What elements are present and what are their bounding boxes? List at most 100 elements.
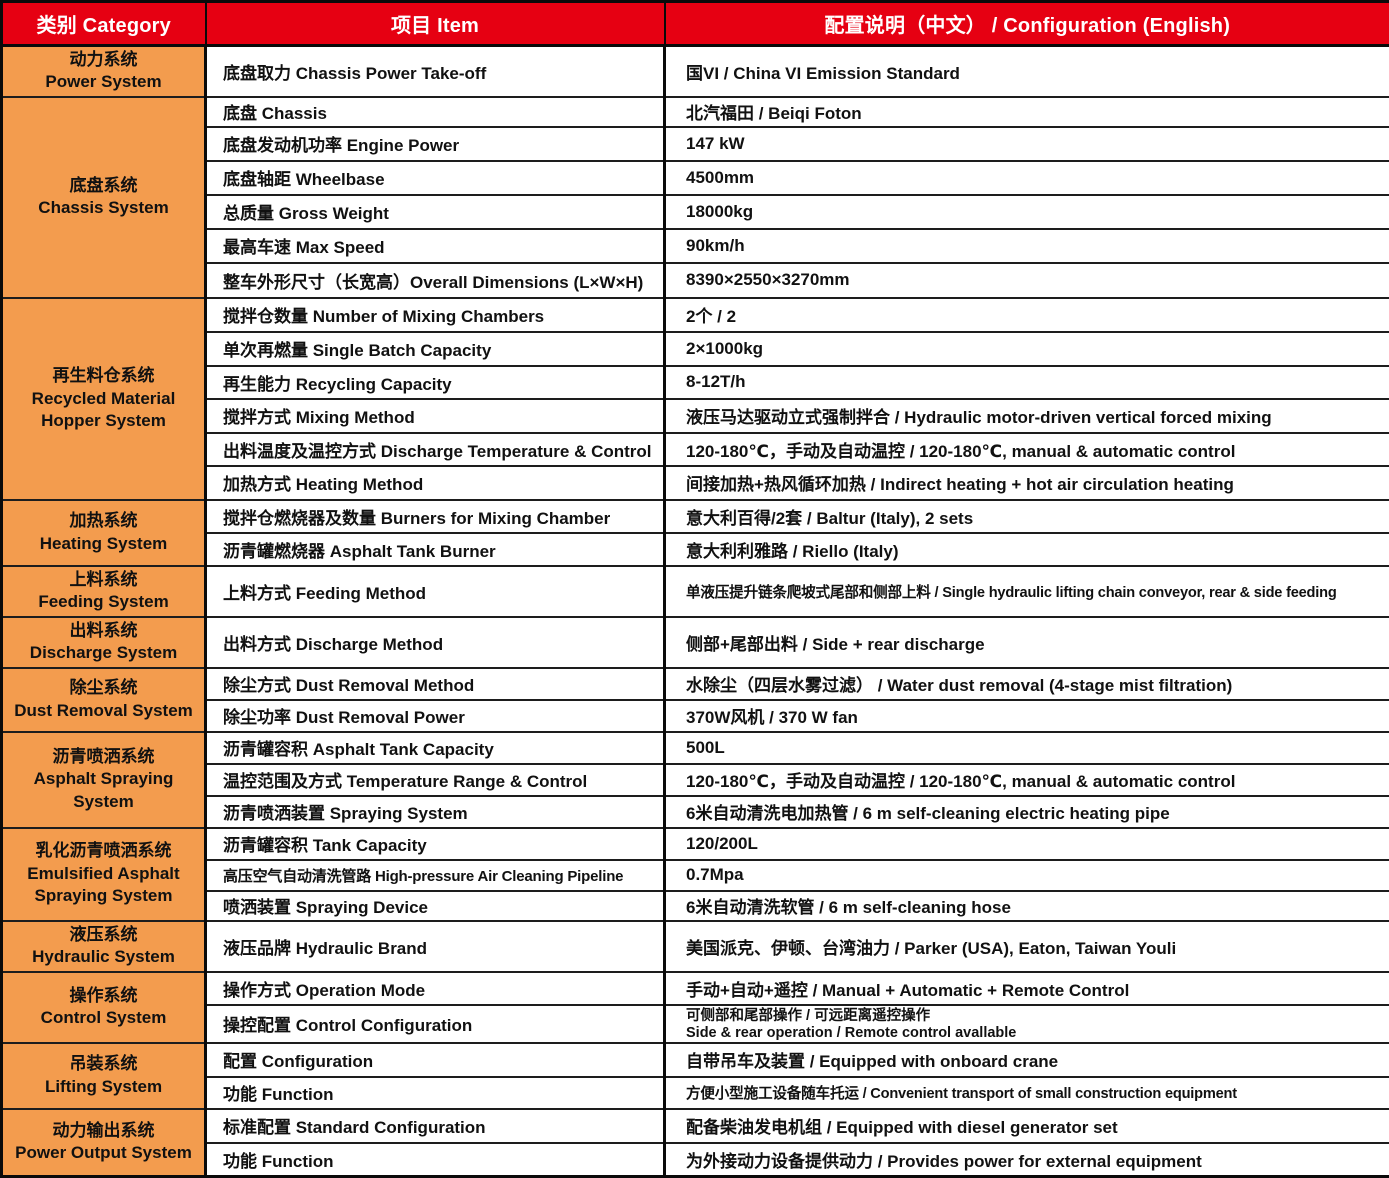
category-label-en: Discharge System — [7, 642, 200, 664]
config-cell: 侧部+尾部出料 / Side + rear discharge — [665, 617, 1389, 668]
category-label-zh: 除尘系统 — [7, 677, 200, 699]
item-cell: 沥青罐容积 Tank Capacity — [206, 828, 665, 860]
header-row: 类别 Category 项目 Item 配置说明（中文） / Configura… — [2, 2, 1389, 46]
category-label-zh: 动力系统 — [7, 49, 200, 71]
config-cell: 方便小型施工设备随车托运 / Convenient transport of s… — [665, 1077, 1389, 1109]
category-cell-power-system: 动力系统 Power System — [2, 46, 206, 97]
item-cell: 再生能力 Recycling Capacity — [206, 366, 665, 399]
category-label-zh: 上料系统 — [7, 569, 200, 591]
table-row: 沥青喷洒系统 Asphalt Spraying System 沥青罐容积 Asp… — [2, 732, 1389, 764]
config-cell: 液压马达驱动立式强制拌合 / Hydraulic motor-driven ve… — [665, 399, 1389, 433]
table-row: 再生料仓系统 Recycled Material Hopper System 搅… — [2, 298, 1389, 332]
config-cell: 120-180℃，手动及自动温控 / 120-180℃, manual & au… — [665, 433, 1389, 466]
config-cell: 2×1000kg — [665, 332, 1389, 366]
table-row: 再生能力 Recycling Capacity 8-12T/h — [2, 366, 1389, 399]
header-config: 配置说明（中文） / Configuration (English) — [665, 2, 1389, 46]
item-cell: 除尘方式 Dust Removal Method — [206, 668, 665, 700]
category-label-en: Dust Removal System — [7, 700, 200, 722]
category-label-en: Hydraulic System — [7, 946, 200, 968]
config-cell: 为外接动力设备提供动力 / Provides power for externa… — [665, 1143, 1389, 1177]
item-cell: 加热方式 Heating Method — [206, 466, 665, 500]
category-cell-lifting-system: 吊装系统 Lifting System — [2, 1043, 206, 1109]
item-cell: 沥青罐燃烧器 Asphalt Tank Burner — [206, 533, 665, 566]
table-row: 沥青喷洒装置 Spraying System 6米自动清洗电加热管 / 6 m … — [2, 796, 1389, 828]
table-row: 除尘功率 Dust Removal Power 370W风机 / 370 W f… — [2, 700, 1389, 732]
table-row: 底盘发动机功率 Engine Power 147 kW — [2, 127, 1389, 161]
item-cell: 出料方式 Discharge Method — [206, 617, 665, 668]
category-label-en: Chassis System — [7, 197, 200, 219]
item-cell: 搅拌仓数量 Number of Mixing Chambers — [206, 298, 665, 332]
item-cell: 沥青喷洒装置 Spraying System — [206, 796, 665, 828]
item-cell: 温控范围及方式 Temperature Range & Control — [206, 764, 665, 796]
table-row: 加热系统 Heating System 搅拌仓燃烧器及数量 Burners fo… — [2, 500, 1389, 533]
config-cell: 意大利利雅路 / Riello (Italy) — [665, 533, 1389, 566]
table-row: 底盘轴距 Wheelbase 4500mm — [2, 161, 1389, 195]
category-label-zh: 吊装系统 — [7, 1053, 200, 1075]
table-row: 上料系统 Feeding System 上料方式 Feeding Method … — [2, 566, 1389, 617]
category-label-zh: 乳化沥青喷洒系统 — [7, 840, 200, 862]
table-row: 动力输出系统 Power Output System 标准配置 Standard… — [2, 1109, 1389, 1143]
table-row: 加热方式 Heating Method 间接加热+热风循环加热 / Indire… — [2, 466, 1389, 500]
config-cell: 间接加热+热风循环加热 / Indirect heating + hot air… — [665, 466, 1389, 500]
table-row: 单次再燃量 Single Batch Capacity 2×1000kg — [2, 332, 1389, 366]
item-cell: 出料温度及温控方式 Discharge Temperature & Contro… — [206, 433, 665, 466]
config-cell: 2个 / 2 — [665, 298, 1389, 332]
table-row: 动力系统 Power System 底盘取力 Chassis Power Tak… — [2, 46, 1389, 97]
header-category: 类别 Category — [2, 2, 206, 46]
category-label-zh: 液压系统 — [7, 924, 200, 946]
category-label-zh: 再生料仓系统 — [7, 365, 200, 387]
table-row: 功能 Function 方便小型施工设备随车托运 / Convenient tr… — [2, 1077, 1389, 1109]
item-cell: 底盘 Chassis — [206, 97, 665, 127]
item-cell: 底盘发动机功率 Engine Power — [206, 127, 665, 161]
config-cell: 147 kW — [665, 127, 1389, 161]
config-cell: 120-180℃，手动及自动温控 / 120-180℃, manual & au… — [665, 764, 1389, 796]
table-row: 乳化沥青喷洒系统 Emulsified Asphalt Spraying Sys… — [2, 828, 1389, 860]
config-cell: 6米自动清洗电加热管 / 6 m self-cleaning electric … — [665, 796, 1389, 828]
item-cell: 配置 Configuration — [206, 1043, 665, 1077]
category-label-en: Emulsified Asphalt Spraying System — [7, 863, 200, 908]
config-cell: 370W风机 / 370 W fan — [665, 700, 1389, 732]
category-label-en: Heating System — [7, 533, 200, 555]
category-cell-emulsified-asphalt-spraying-system: 乳化沥青喷洒系统 Emulsified Asphalt Spraying Sys… — [2, 828, 206, 921]
config-line-2: Side & rear operation / Remote control a… — [686, 1025, 1383, 1042]
table-row: 喷洒装置 Spraying Device 6米自动清洗软管 / 6 m self… — [2, 891, 1389, 921]
category-label-en: Recycled Material Hopper System — [7, 388, 200, 433]
category-label-zh: 动力输出系统 — [7, 1120, 200, 1142]
category-label-en: Feeding System — [7, 591, 200, 613]
item-cell: 操作方式 Operation Mode — [206, 972, 665, 1005]
table-row: 吊装系统 Lifting System 配置 Configuration 自带吊… — [2, 1043, 1389, 1077]
item-cell: 底盘轴距 Wheelbase — [206, 161, 665, 195]
item-cell: 喷洒装置 Spraying Device — [206, 891, 665, 921]
category-label-en: Power Output System — [7, 1142, 200, 1164]
table-row: 总质量 Gross Weight 18000kg — [2, 195, 1389, 229]
config-cell: 0.7Mpa — [665, 860, 1389, 891]
config-cell: 配备柴油发电机组 / Equipped with diesel generato… — [665, 1109, 1389, 1143]
config-cell: 120/200L — [665, 828, 1389, 860]
config-cell: 北汽福田 / Beiqi Foton — [665, 97, 1389, 127]
category-label-zh: 加热系统 — [7, 510, 200, 532]
config-cell: 自带吊车及装置 / Equipped with onboard crane — [665, 1043, 1389, 1077]
item-cell: 功能 Function — [206, 1143, 665, 1177]
category-label-zh: 出料系统 — [7, 620, 200, 642]
item-cell: 搅拌方式 Mixing Method — [206, 399, 665, 433]
category-label-zh: 操作系统 — [7, 985, 200, 1007]
table-row: 底盘系统 Chassis System 底盘 Chassis 北汽福田 / Be… — [2, 97, 1389, 127]
item-cell: 搅拌仓燃烧器及数量 Burners for Mixing Chamber — [206, 500, 665, 533]
config-cell: 水除尘（四层水雾过滤） / Water dust removal (4-stag… — [665, 668, 1389, 700]
item-cell: 总质量 Gross Weight — [206, 195, 665, 229]
config-cell: 国VI / China VI Emission Standard — [665, 46, 1389, 97]
table-row: 出料系统 Discharge System 出料方式 Discharge Met… — [2, 617, 1389, 668]
table-row: 温控范围及方式 Temperature Range & Control 120-… — [2, 764, 1389, 796]
config-line-1: 可侧部和尾部操作 / 可远距离遥控操作 — [686, 1008, 1383, 1025]
item-cell: 操控配置 Control Configuration — [206, 1005, 665, 1043]
table-row: 液压系统 Hydraulic System 液压品牌 Hydraulic Bra… — [2, 921, 1389, 972]
item-cell: 单次再燃量 Single Batch Capacity — [206, 332, 665, 366]
category-cell-asphalt-spraying-system: 沥青喷洒系统 Asphalt Spraying System — [2, 732, 206, 828]
config-cell: 美国派克、伊顿、台湾油力 / Parker (USA), Eaton, Taiw… — [665, 921, 1389, 972]
table-row: 操作系统 Control System 操作方式 Operation Mode … — [2, 972, 1389, 1005]
config-cell: 手动+自动+遥控 / Manual + Automatic + Remote C… — [665, 972, 1389, 1005]
table-row: 搅拌方式 Mixing Method 液压马达驱动立式强制拌合 / Hydrau… — [2, 399, 1389, 433]
config-cell: 6米自动清洗软管 / 6 m self-cleaning hose — [665, 891, 1389, 921]
table-row: 功能 Function 为外接动力设备提供动力 / Provides power… — [2, 1143, 1389, 1177]
